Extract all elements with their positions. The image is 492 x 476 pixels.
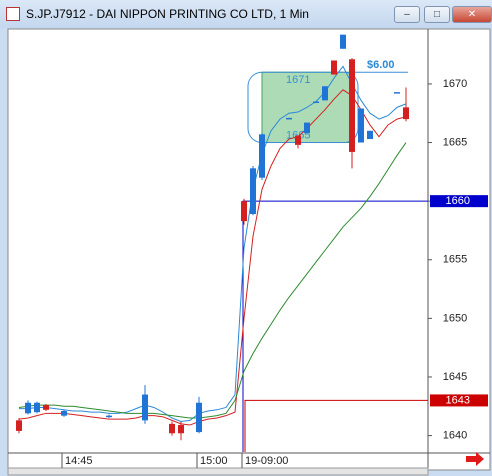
candle-body	[367, 130, 373, 140]
candle-body	[250, 168, 256, 215]
candle-body	[331, 60, 337, 75]
candle-body	[304, 122, 310, 134]
candle-body	[142, 394, 148, 421]
price-tag-label: 1643	[446, 394, 470, 406]
candle-body	[61, 410, 67, 416]
window-title: S.JP.J7912 - DAI NIPPON PRINTING CO LTD,…	[26, 7, 309, 21]
range-envelope	[247, 71, 359, 144]
candle-body	[340, 34, 346, 49]
price-tag	[430, 195, 488, 208]
candle-body	[34, 402, 40, 413]
y-tick-label: 1670	[443, 78, 467, 90]
title-bar: S.JP.J7912 - DAI NIPPON PRINTING CO LTD,…	[0, 0, 492, 28]
candle-body	[313, 101, 319, 104]
candle-body	[196, 402, 202, 433]
scrollbar[interactable]	[7, 467, 429, 476]
candle-body	[286, 117, 292, 120]
x-tick-label: 19-09:00	[245, 455, 288, 467]
candle-body	[394, 92, 400, 94]
y-tick-label: 1640	[443, 429, 467, 441]
minimize-button[interactable]: –	[394, 6, 420, 23]
candle-body	[43, 405, 49, 410]
candle-body	[16, 420, 22, 431]
x-tick-label: 15:00	[200, 455, 228, 467]
price-line	[244, 399, 428, 452]
candle-body	[358, 108, 364, 143]
y-tick-label: 1650	[443, 312, 467, 324]
candle-body	[295, 135, 301, 145]
candle-body	[349, 59, 355, 152]
x-tick-label: 14:45	[65, 455, 93, 467]
range-label: $6.00	[367, 59, 395, 71]
candle-body	[403, 107, 409, 120]
price-tag	[430, 394, 488, 407]
ma-line	[19, 65, 407, 423]
candle-body	[259, 134, 265, 178]
y-tick-label: 1655	[443, 254, 467, 266]
candle-body	[322, 86, 328, 101]
candle-body	[178, 425, 184, 434]
ma-line	[18, 142, 407, 419]
scroll-arrow[interactable]	[466, 452, 484, 466]
candle-body	[169, 423, 175, 434]
candle-body	[25, 402, 31, 414]
chart-frame	[7, 28, 491, 471]
y-tick-label: 1645	[443, 371, 467, 383]
ma-line	[18, 89, 407, 426]
price-tag-label: 1660	[446, 195, 470, 207]
app-icon	[6, 7, 20, 21]
y-tick-label: 1665	[443, 136, 467, 148]
box-high-label: 1671	[286, 74, 310, 86]
maximize-button[interactable]: □	[424, 6, 450, 23]
candle-body	[106, 415, 112, 418]
candle-body	[241, 201, 247, 222]
